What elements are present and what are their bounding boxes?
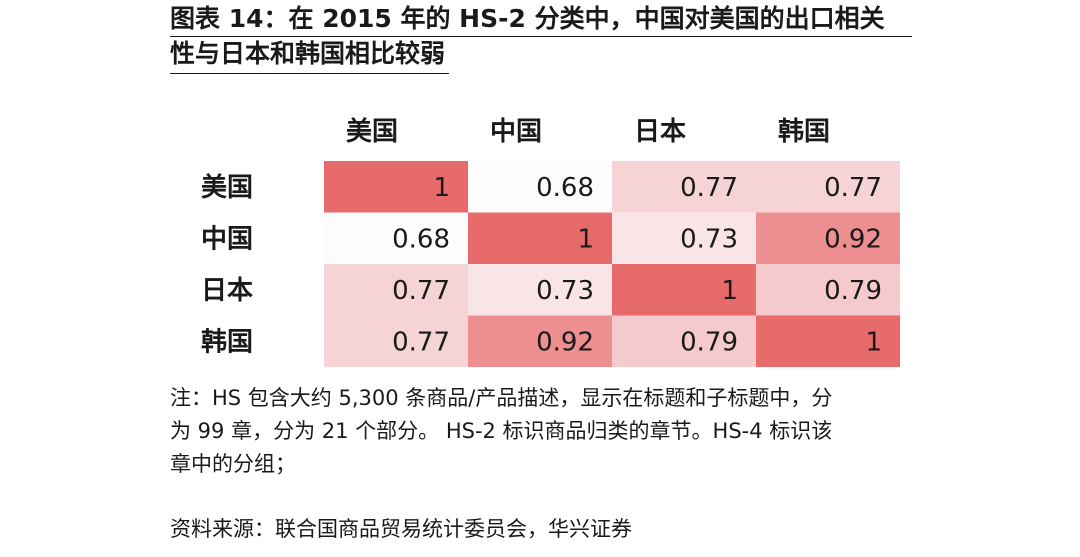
cell-value-label: 0.79 bbox=[680, 327, 738, 357]
cell-value-label: 1 bbox=[865, 327, 882, 357]
cell-value-label: 0.77 bbox=[824, 173, 882, 203]
chart-note-line-3: 章中的分组； bbox=[170, 452, 296, 476]
heatmap-cell bbox=[468, 161, 612, 213]
chart-title-line-2: 性与日本和韩国相比较弱 bbox=[170, 37, 450, 74]
chart-title: 图表 14：在 2015 年的 HS-2 分类中，中国对美国的出口相关 性与日本… bbox=[170, 0, 912, 74]
heatmap-cell bbox=[756, 161, 900, 213]
heatmap-cell bbox=[756, 212, 900, 264]
heatmap-cell bbox=[324, 315, 468, 367]
row-header: 美国 bbox=[201, 172, 253, 203]
heatmap-cell bbox=[468, 264, 612, 316]
chart-title-line-1: 图表 14：在 2015 年的 HS-2 分类中，中国对美国的出口相关 bbox=[170, 0, 912, 37]
chart-source: 资料来源：联合国商品贸易统计委员会，华兴证券 bbox=[170, 517, 632, 541]
cell-value-label: 0.73 bbox=[536, 276, 594, 306]
cell-value-label: 0.68 bbox=[392, 224, 450, 254]
heatmap-cell bbox=[612, 315, 756, 367]
cell-value-label: 0.79 bbox=[824, 276, 882, 306]
row-header: 韩国 bbox=[201, 327, 253, 357]
chart-note: 注：HS 包含大约 5,300 条商品/产品描述，显示在标题和子标题中，分 为 … bbox=[170, 382, 930, 481]
heatmap-cell bbox=[612, 161, 756, 213]
cell-value-label: 0.73 bbox=[680, 224, 738, 254]
cell-value-label: 0.92 bbox=[824, 224, 882, 254]
heatmap-cell bbox=[324, 161, 468, 213]
cell-value-label: 0.77 bbox=[392, 276, 450, 306]
heatmap-cell bbox=[324, 212, 468, 264]
chart-note-line-1: 注：HS 包含大约 5,300 条商品/产品描述，显示在标题和子标题中，分 bbox=[170, 386, 833, 410]
cell-value-label: 0.92 bbox=[536, 327, 594, 357]
column-header: 美国 bbox=[346, 116, 398, 147]
heatmap-cell bbox=[756, 264, 900, 316]
heatmap-cell bbox=[468, 212, 612, 264]
heatmap-cell bbox=[324, 264, 468, 316]
heatmap-cell bbox=[756, 315, 900, 367]
cell-value-label: 1 bbox=[577, 224, 594, 254]
heatmap-cell bbox=[612, 212, 756, 264]
heatmap-cell bbox=[612, 264, 756, 316]
heatmap-cell bbox=[468, 315, 612, 367]
column-header: 韩国 bbox=[778, 117, 830, 147]
column-header: 中国 bbox=[490, 117, 542, 147]
cell-value-label: 0.77 bbox=[392, 327, 450, 357]
cell-value-label: 0.68 bbox=[536, 173, 594, 203]
row-header: 日本 bbox=[201, 276, 253, 306]
cell-value-label: 1 bbox=[721, 276, 738, 306]
chart-note-line-2: 为 99 章，分为 21 个部分。 HS-2 标识商品归类的章节。HS-4 标识… bbox=[170, 419, 833, 443]
column-header: 日本 bbox=[634, 117, 686, 147]
row-header: 中国 bbox=[201, 224, 253, 254]
cell-value-label: 0.77 bbox=[680, 173, 738, 203]
cell-value-label: 1 bbox=[433, 173, 450, 203]
